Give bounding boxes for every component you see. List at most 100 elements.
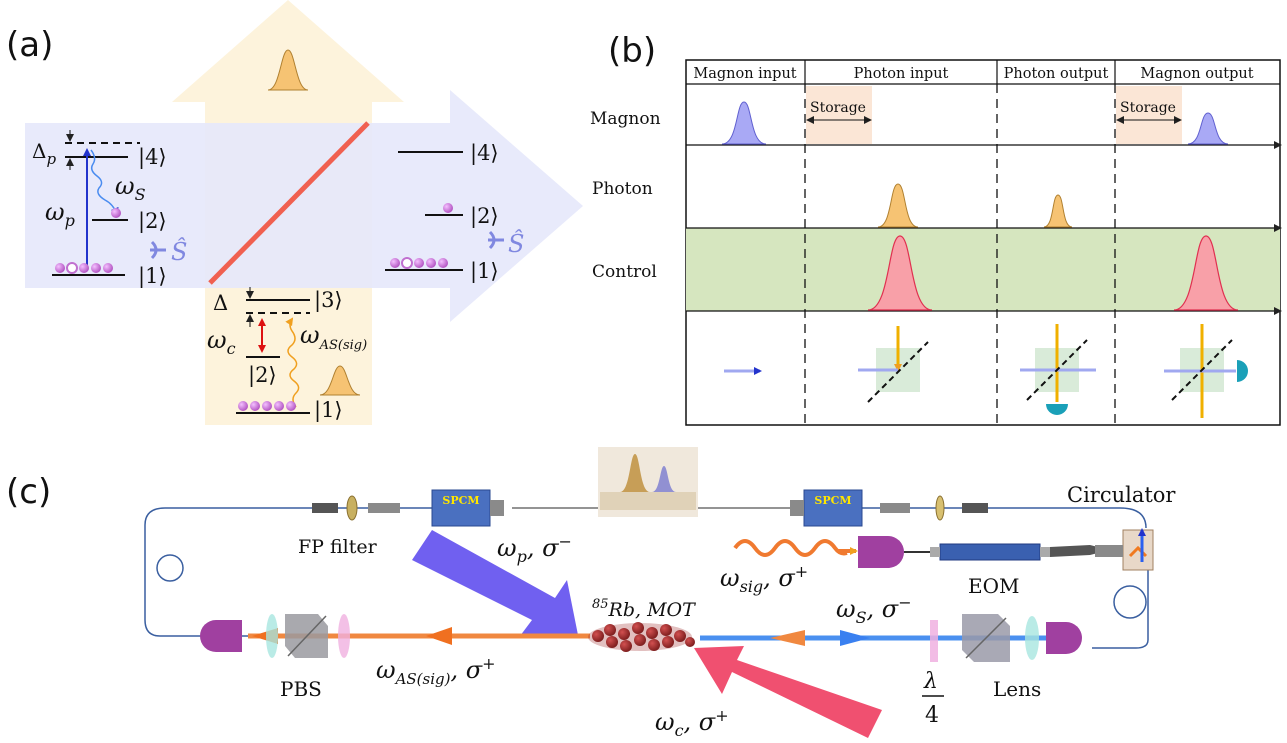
row-photon: Photon [592,179,653,199]
fiber-left-loop [144,507,340,637]
omega-s-label: ω [836,595,856,623]
storage-box-1 [806,86,872,144]
omega-c-label: ω [655,708,675,736]
col-photon-output: Photon output [1004,66,1109,82]
atom [390,258,400,268]
magnon-pulse-input [721,101,767,145]
spcm-left-label: SPCM [442,494,479,507]
detector-icon [1237,360,1248,382]
atom [286,401,296,411]
schematic-magnon-output [1164,324,1248,418]
atom [238,401,248,411]
collective-excitation-arrow [150,240,166,260]
delta-label: Δ [213,291,228,315]
omega-p-pol: , σ [527,534,559,562]
omega-as-label: ω [376,656,396,684]
lens-right [1025,616,1039,660]
omega-p-label: ω [45,198,65,226]
panel-c: (c) SPCM SPCM Circulator [6,447,1176,740]
omega-p-sign: − [558,532,571,551]
omega-as-sign: + [482,654,495,673]
atom [438,258,448,268]
ket-1-left: |1⟩ [138,264,167,289]
delta-p-label: Δ [32,139,46,163]
omega-sig-sign: + [795,562,808,581]
panel-b-label: (b) [608,31,656,71]
atom [401,257,413,269]
svg-text:ωS: ωS [115,172,146,204]
detector-icon [1046,404,1068,415]
s-hat-left: Ŝ [171,237,187,266]
omega-sig-label: ω [720,564,740,592]
fiber-connector [962,503,988,513]
inset-pulse-photon [620,454,650,492]
pbs-label: PBS [280,677,322,701]
omega-c-pol: , σ [684,708,716,736]
inset-board [600,492,696,510]
right-arrow-background [25,90,583,322]
control-row-background [686,228,1280,311]
control-beam-arrow [694,646,882,738]
atom [91,263,101,273]
ket-4-left: |4⟩ [138,145,167,170]
storage-label-2: Storage [1120,100,1176,116]
omega-s-sub: S [135,185,146,204]
eom-label: EOM [968,574,1019,598]
omega-as-sub: AS(sig) [394,670,451,688]
collective-excitation-arrow [488,230,504,250]
atom [66,262,78,274]
omega-as-sub: AS(sig) [319,338,368,353]
row-magnon: Magnon [590,109,661,129]
atom [103,263,113,273]
storage-box-2 [1116,86,1182,144]
left-level-scheme: Δp |4⟩ |2⟩ |1⟩ ωS ωp Ŝ [32,130,187,289]
inset-pulse-magnon [652,466,676,492]
fiber-connector [368,503,400,513]
svg-text:ωAS(sig), σ+: ωAS(sig), σ+ [376,654,496,688]
atom [55,263,65,273]
right-level-scheme: |4⟩ |2⟩ |1⟩ Ŝ [385,141,524,284]
schematic-photon-output [1020,324,1096,415]
lambda-numerator: λ [923,669,938,694]
col-magnon-input: Magnon input [693,66,796,82]
photon-pulse-input [877,183,919,228]
stokes-transition [90,149,119,216]
svg-text:ωS, σ−: ωS, σ− [836,593,912,627]
atom [111,208,121,218]
control-pulse-1 [867,235,933,311]
omega-s-sign: − [898,593,911,612]
atom [426,258,436,268]
circulator [1122,528,1154,571]
omega-as-label: ω [300,321,320,349]
panel-b: (b) Magnon input Photon input Photon out… [590,31,1282,426]
fiber-coupler-eom [858,536,904,568]
fiber-right [1092,570,1149,649]
omega-s-sub: S [856,608,867,627]
ket-2-bottom: |2⟩ [248,363,277,388]
pulse-up-arrow [267,49,309,91]
fp-filter-element [935,495,945,521]
ket-3-bottom: |3⟩ [314,288,343,313]
mirror-line [208,121,370,285]
omega-c-sign: + [715,706,728,725]
svg-text:ωc: ωc [207,326,236,358]
quarter-wave-plate [930,620,938,662]
fiber-coupler-right [1046,622,1082,654]
lens-left [266,614,278,658]
svg-text:ωAS(sig): ωAS(sig) [300,321,367,353]
anti-stokes-transition [285,317,300,408]
bottom-level-scheme: Δ |3⟩ |2⟩ |1⟩ ωc ωAS(sig) [207,287,367,423]
schematic-photon-input [858,326,929,403]
ket-2-right: |2⟩ [470,204,499,229]
svg-text:ωsig, σ+: ωsig, σ+ [720,562,808,596]
col-photon-input: Photon input [854,66,949,82]
ket-2-left: |2⟩ [138,209,167,234]
fiber-coupler-left [200,620,232,652]
pulse-small [319,365,361,396]
svg-text:85Rb, MOT: 85Rb, MOT [592,597,696,621]
spcm-right-label: SPCM [814,494,851,507]
circulator-label: Circulator [1067,483,1176,507]
rb-superscript: 85 [592,597,609,612]
panel-a: (a) Δp |4⟩ |2⟩ |1⟩ ωS [6,0,583,425]
